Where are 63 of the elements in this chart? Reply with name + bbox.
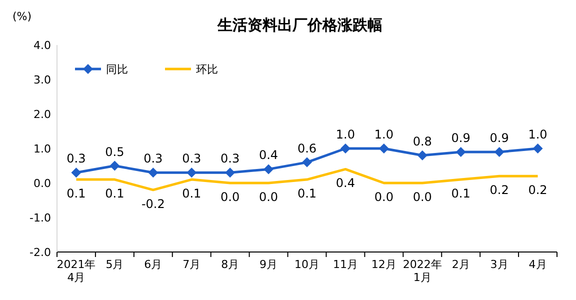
x-tick-label: 12月 <box>371 258 396 271</box>
x-tick-label: 6月 <box>144 258 162 271</box>
y-tick-label: -2.0 <box>30 246 51 259</box>
data-label: 0.3 <box>182 152 202 166</box>
data-label: 1.0 <box>374 128 394 142</box>
point <box>417 150 428 160</box>
data-label: 0.1 <box>66 186 86 201</box>
data-label: 0.0 <box>258 190 278 204</box>
data-label: 0.4 <box>336 176 356 190</box>
chart-title: 生活资料出厂价格涨跌幅 <box>216 16 382 34</box>
point <box>456 146 466 157</box>
x-tick-label: 2月 <box>452 258 470 271</box>
x-tick-label: 10月 <box>294 258 320 271</box>
point <box>148 168 158 178</box>
x-tick-label: 11月 <box>332 258 358 271</box>
data-label: 0.0 <box>374 190 394 204</box>
x-tick-label: 3月 <box>490 258 508 271</box>
data-label: 0.0 <box>220 190 240 204</box>
point <box>186 168 197 178</box>
y-tick-label: 3.0 <box>34 74 51 86</box>
point <box>378 144 389 154</box>
data-label: 1.0 <box>528 128 548 142</box>
x-tick-label: 4月 <box>528 258 547 271</box>
point <box>494 146 504 157</box>
y-axis-title: (%) <box>12 10 32 23</box>
data-label: 0.9 <box>451 130 470 145</box>
point <box>302 157 312 168</box>
point <box>225 168 236 178</box>
legend-label: 同比 <box>106 63 128 76</box>
x-tick-label: 7月 <box>182 258 201 271</box>
data-label: 0.3 <box>144 152 163 166</box>
data-label: -0.2 <box>141 196 165 211</box>
x-tick-label: 8月 <box>221 258 240 271</box>
x-tick-label: 2021年 4月 <box>56 258 96 284</box>
data-label: 0.9 <box>490 130 509 145</box>
data-label: 0.5 <box>105 144 124 159</box>
data-label: 0.6 <box>297 141 317 156</box>
y-tick-label: 4.0 <box>34 39 51 52</box>
data-label: 0.8 <box>412 134 432 148</box>
point <box>532 144 543 154</box>
point <box>110 160 120 171</box>
point <box>340 144 350 154</box>
y-tick-label: -1.0 <box>30 212 51 224</box>
y-tick-label: 0.0 <box>34 177 51 190</box>
y-tick-label: 2.0 <box>34 108 51 121</box>
data-label: 0.4 <box>258 148 278 162</box>
data-label: 0.3 <box>220 152 240 166</box>
data-label: 0.3 <box>66 152 86 166</box>
point <box>264 164 274 174</box>
data-label: 0.0 <box>412 190 432 204</box>
x-tick-label: 9月 <box>260 258 278 271</box>
y-tick-label: 1.0 <box>34 142 51 156</box>
data-label: 0.1 <box>182 186 202 201</box>
legend-label: 环比 <box>196 63 218 76</box>
x-tick-label: 5月 <box>106 258 124 271</box>
x-tick-label: 2022年 1月 <box>402 258 442 284</box>
data-label: 0.2 <box>490 183 509 198</box>
point <box>71 168 82 178</box>
data-label: 1.0 <box>336 128 356 142</box>
data-label: 0.1 <box>105 186 124 201</box>
data-label: 0.1 <box>451 186 470 201</box>
data-label: 0.1 <box>297 186 317 201</box>
data-label: 0.2 <box>528 183 548 198</box>
